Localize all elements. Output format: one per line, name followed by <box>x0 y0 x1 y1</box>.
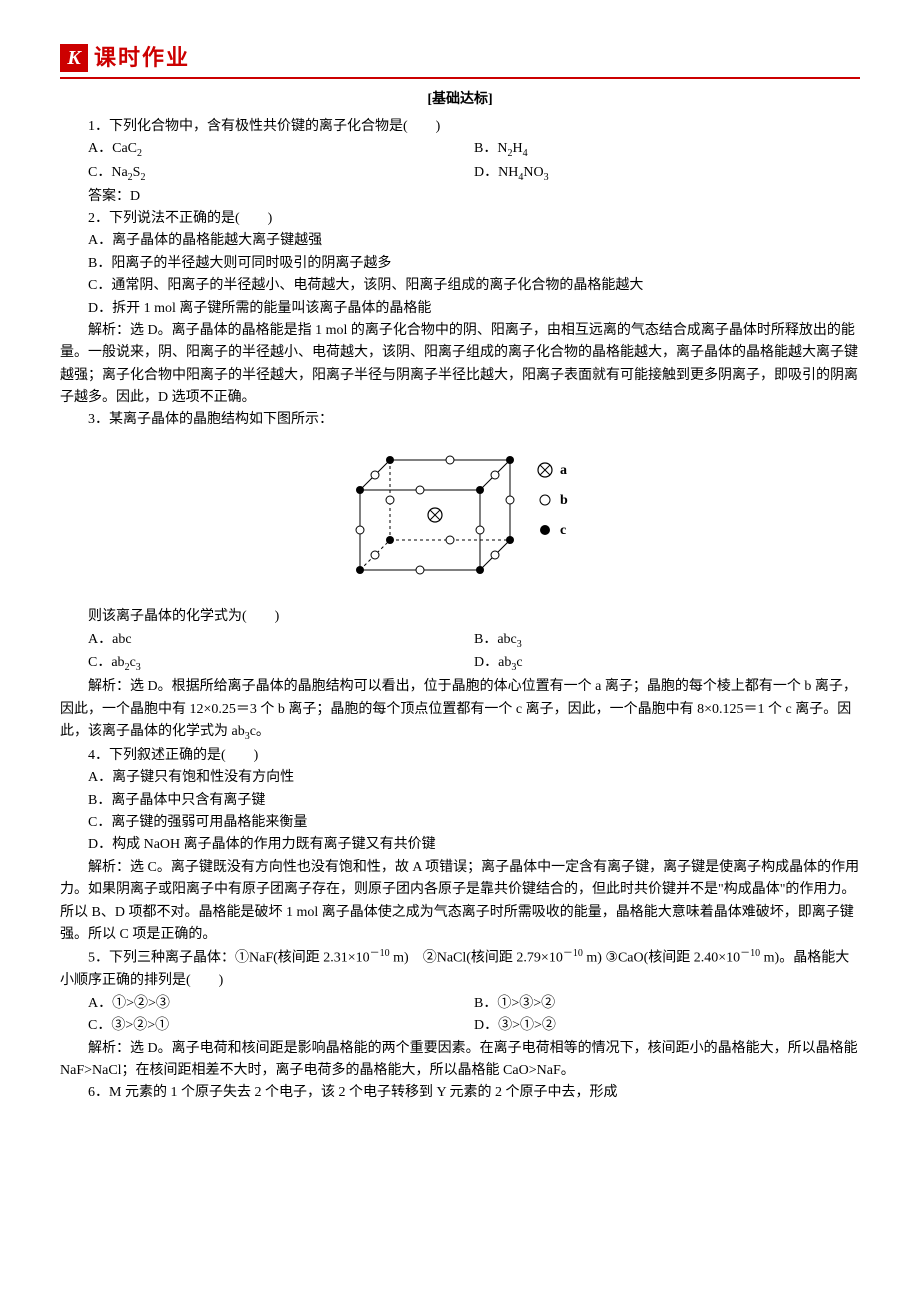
q5-opt-a: A．①>②>③ <box>88 993 474 1015</box>
q5-options-row1: A．①>②>③ B．①>③>② <box>88 993 860 1015</box>
q5-opt-b: B．①>③>② <box>474 993 860 1015</box>
q3-opt-c: C．ab2c3 <box>88 652 474 676</box>
q3-opt-b: B．abc3 <box>474 629 860 653</box>
q3-options-row2: C．ab2c3 D．ab3c <box>88 652 860 676</box>
q2-opt-b: B．阳离子的半径越大则可同时吸引的阴离子越多 <box>60 253 860 275</box>
q5-options-row2: C．③>②>① D．③>①>② <box>88 1015 860 1037</box>
q3-post: 则该离子晶体的化学式为( ) <box>60 606 860 628</box>
q1-opt-d: D．NH4NO3 <box>474 162 860 186</box>
q6-stem: 6．M 元素的 1 个原子失去 2 个电子，该 2 个电子转移到 Y 元素的 2… <box>60 1082 860 1104</box>
q1-stem: 1．下列化合物中，含有极性共价键的离子化合物是( ) <box>60 116 860 138</box>
q4-opt-d: D．构成 NaOH 离子晶体的作用力既有离子键又有共价键 <box>60 834 860 856</box>
q1-options-row2: C．Na2S2 D．NH4NO3 <box>88 162 860 186</box>
legend-b-label: b <box>560 493 568 508</box>
q1-answer: 答案：D <box>60 186 860 208</box>
logo-icon: K <box>60 44 88 72</box>
q4-explanation: 解析：选 C。离子键既没有方向性也没有饱和性，故 A 项错误；离子晶体中一定含有… <box>60 857 860 947</box>
q1-options-row1: A．CaC2 B．N2H4 <box>88 138 860 162</box>
header-title: 课时作业 <box>94 40 190 75</box>
q3-opt-a: A．abc <box>88 629 474 653</box>
q5-stem: 5．下列三种离子晶体：①NaF(核间距 2.31×10－10 m) ②NaCl(… <box>60 946 860 992</box>
q3-diagram: a b c <box>60 440 860 598</box>
q3-stem: 3．某离子晶体的晶胞结构如下图所示： <box>60 409 860 431</box>
legend-c-label: c <box>560 523 566 538</box>
q4-stem: 4．下列叙述正确的是( ) <box>60 745 860 767</box>
q1-opt-b: B．N2H4 <box>474 138 860 162</box>
section-label: [基础达标] <box>60 89 860 111</box>
q2-opt-c: C．通常阴、阳离子的半径越小、电荷越大，该阴、阳离子组成的离子化合物的晶格能越大 <box>60 275 860 297</box>
q2-opt-a: A．离子晶体的晶格能越大离子键越强 <box>60 230 860 252</box>
q5-opt-c: C．③>②>① <box>88 1015 474 1037</box>
q1-opt-a: A．CaC2 <box>88 138 474 162</box>
page-header: K 课时作业 <box>60 40 860 79</box>
q2-stem: 2．下列说法不正确的是( ) <box>60 208 860 230</box>
q3-options-row1: A．abc B．abc3 <box>88 629 860 653</box>
q4-opt-b: B．离子晶体中只含有离子键 <box>60 790 860 812</box>
q3-explanation: 解析：选 D。根据所给离子晶体的晶胞结构可以看出，位于晶胞的体心位置有一个 a … <box>60 676 860 745</box>
q4-opt-c: C．离子键的强弱可用晶格能来衡量 <box>60 812 860 834</box>
q5-opt-d: D．③>①>② <box>474 1015 860 1037</box>
q2-opt-d: D．拆开 1 mol 离子键所需的能量叫该离子晶体的晶格能 <box>60 298 860 320</box>
legend-a-label: a <box>560 463 567 478</box>
q3-opt-d: D．ab3c <box>474 652 860 676</box>
q2-explanation: 解析：选 D。离子晶体的晶格能是指 1 mol 的离子化合物中的阴、阳离子，由相… <box>60 320 860 410</box>
q4-opt-a: A．离子键只有饱和性没有方向性 <box>60 767 860 789</box>
q5-explanation: 解析：选 D。离子电荷和核间距是影响晶格能的两个重要因素。在离子电荷相等的情况下… <box>60 1038 860 1083</box>
q1-opt-c: C．Na2S2 <box>88 162 474 186</box>
